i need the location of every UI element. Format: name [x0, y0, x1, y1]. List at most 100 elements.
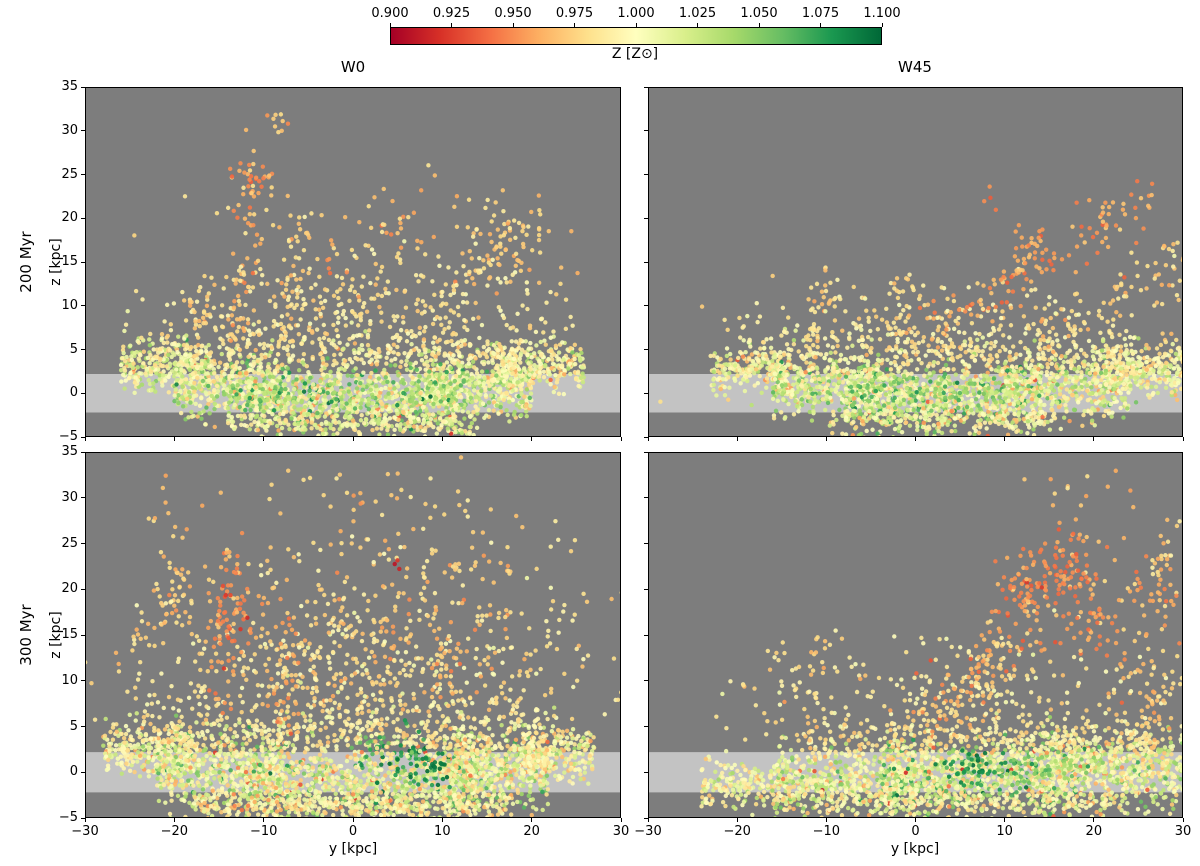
y-tick-mark	[644, 392, 648, 394]
y-tick-mark	[81, 392, 85, 394]
y-tick-mark	[644, 451, 648, 453]
x-tick-mark	[825, 818, 827, 822]
x-tick-label: −10	[249, 824, 278, 839]
x-tick-mark	[1004, 818, 1006, 822]
scatter-canvas-w0-200myr	[85, 87, 621, 437]
y-tick-mark	[644, 217, 648, 219]
colorbar-tick-mark	[635, 23, 637, 27]
colorbar-tick-label: 0.925	[432, 6, 471, 21]
scatter-panel-w45-200myr	[648, 87, 1183, 437]
colorbar-label: Z [Z⊙]	[611, 46, 659, 62]
y-tick-label: 25	[61, 535, 78, 551]
y-tick-mark	[81, 588, 85, 590]
y-tick-mark	[81, 771, 85, 773]
y-tick-mark	[644, 680, 648, 682]
y-tick-label: 30	[61, 489, 78, 505]
x-axis-label-left: y [kpc]	[328, 841, 378, 857]
x-tick-mark	[441, 818, 443, 822]
x-tick-mark	[620, 437, 622, 441]
colorbar-tick-label: 0.900	[371, 6, 409, 21]
y-tick-mark	[81, 349, 85, 350]
scatter-canvas-w45-300myr	[648, 452, 1183, 818]
y-tick-mark	[81, 261, 85, 263]
y-tick-label: 15	[61, 627, 78, 642]
colorbar-gradient	[390, 27, 882, 45]
y-tick-label: 5	[69, 718, 78, 734]
x-tick-mark	[441, 437, 443, 441]
y-tick-label: 25	[61, 166, 78, 182]
x-tick-label: 0	[911, 824, 920, 839]
y-tick-mark	[644, 543, 648, 544]
y-tick-mark	[644, 305, 648, 307]
y-tick-label: 30	[61, 122, 78, 138]
x-tick-mark	[531, 818, 533, 822]
y-tick-mark	[644, 771, 648, 773]
x-tick-label: −20	[160, 824, 189, 839]
x-tick-label: −30	[634, 824, 662, 839]
x-tick-label: 30	[612, 824, 630, 839]
scatter-panel-w0-200myr	[85, 87, 621, 437]
colorbar-tick-label: 1.025	[678, 6, 717, 21]
y-tick-mark	[81, 217, 85, 219]
x-tick-label: 0	[348, 824, 358, 839]
x-tick-mark	[915, 437, 916, 441]
y-tick-mark	[644, 634, 648, 636]
y-tick-mark	[644, 86, 648, 88]
y-tick-mark	[81, 726, 85, 727]
x-axis-label-right: y [kpc]	[890, 841, 940, 857]
y-tick-mark	[81, 130, 85, 132]
scatter-panel-w45-300myr	[648, 452, 1183, 818]
x-tick-mark	[1004, 437, 1006, 441]
y-tick-label: 15	[61, 254, 78, 269]
colorbar-tick-mark	[512, 23, 514, 27]
x-tick-label: 20	[1085, 824, 1103, 839]
x-tick-label: −30	[71, 824, 99, 839]
x-tick-label: 10	[434, 824, 451, 839]
x-tick-label: 30	[1174, 824, 1192, 839]
x-tick-mark	[263, 818, 265, 822]
y-tick-label: 10	[61, 672, 78, 688]
y-tick-label: 10	[61, 297, 78, 313]
y-tick-mark	[81, 86, 85, 88]
colorbar-tick-mark	[881, 23, 883, 27]
column-title-w45: W45	[898, 58, 932, 76]
y-tick-label: −5	[58, 810, 78, 825]
scatter-canvas-w0-300myr	[85, 452, 621, 818]
x-tick-mark	[531, 437, 533, 441]
x-tick-mark	[1182, 818, 1184, 822]
colorbar-tick-mark	[451, 23, 452, 27]
y-tick-mark	[644, 497, 648, 499]
colorbar-tick-mark	[389, 23, 391, 27]
y-tick-label: 20	[61, 210, 78, 226]
x-tick-mark	[647, 437, 649, 441]
y-tick-mark	[81, 436, 85, 438]
x-tick-label: 10	[996, 824, 1013, 839]
y-tick-label: 0	[69, 385, 78, 401]
x-tick-mark	[352, 437, 354, 441]
x-tick-mark	[736, 437, 738, 441]
y-tick-mark	[644, 588, 648, 590]
x-tick-mark	[620, 818, 622, 822]
y-tick-label: 35	[61, 444, 78, 459]
colorbar-tick-mark	[820, 23, 821, 27]
y-tick-mark	[81, 305, 85, 307]
y-tick-label: 0	[69, 764, 78, 780]
x-tick-label: 20	[523, 824, 540, 839]
colorbar-tick-label: 0.975	[555, 6, 594, 21]
y-tick-mark	[644, 436, 648, 438]
x-tick-mark	[173, 818, 175, 822]
x-tick-mark	[84, 818, 86, 822]
x-tick-mark	[825, 437, 827, 441]
y-tick-mark	[81, 634, 85, 636]
x-tick-mark	[647, 818, 649, 822]
y-tick-mark	[644, 261, 648, 263]
y-tick-mark	[81, 543, 85, 544]
x-tick-mark	[1093, 437, 1095, 441]
colorbar-tick-mark	[697, 23, 698, 27]
y-tick-mark	[644, 726, 648, 727]
x-tick-mark	[736, 818, 738, 822]
colorbar-tick-label: 1.000	[617, 6, 655, 21]
y-tick-mark	[644, 349, 648, 350]
y-tick-mark	[644, 130, 648, 132]
